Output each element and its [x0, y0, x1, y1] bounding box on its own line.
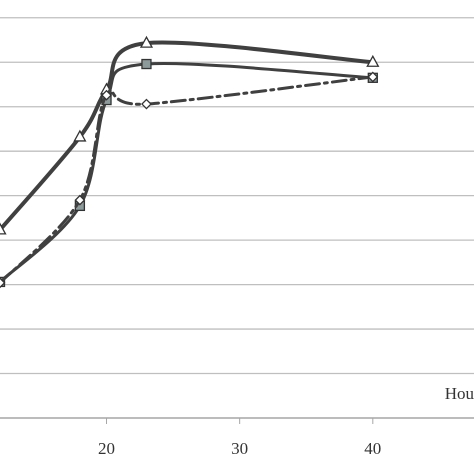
x-tick-label: 30: [231, 439, 248, 458]
marker: [141, 98, 152, 110]
x-axis-title: Hou: [445, 384, 474, 403]
x-tick-label: 40: [364, 439, 381, 458]
marker: [74, 194, 86, 206]
marker: [141, 58, 152, 70]
marker: [367, 71, 379, 83]
series-line: [0, 40, 375, 232]
series-line: [0, 75, 375, 285]
marker: [101, 89, 112, 101]
marker: [0, 277, 6, 289]
series-line: [0, 61, 375, 284]
x-tick-label: 20: [98, 439, 115, 458]
marker: [366, 54, 380, 67]
marker: [73, 129, 87, 142]
marker: [139, 35, 154, 48]
marker: [0, 222, 7, 235]
